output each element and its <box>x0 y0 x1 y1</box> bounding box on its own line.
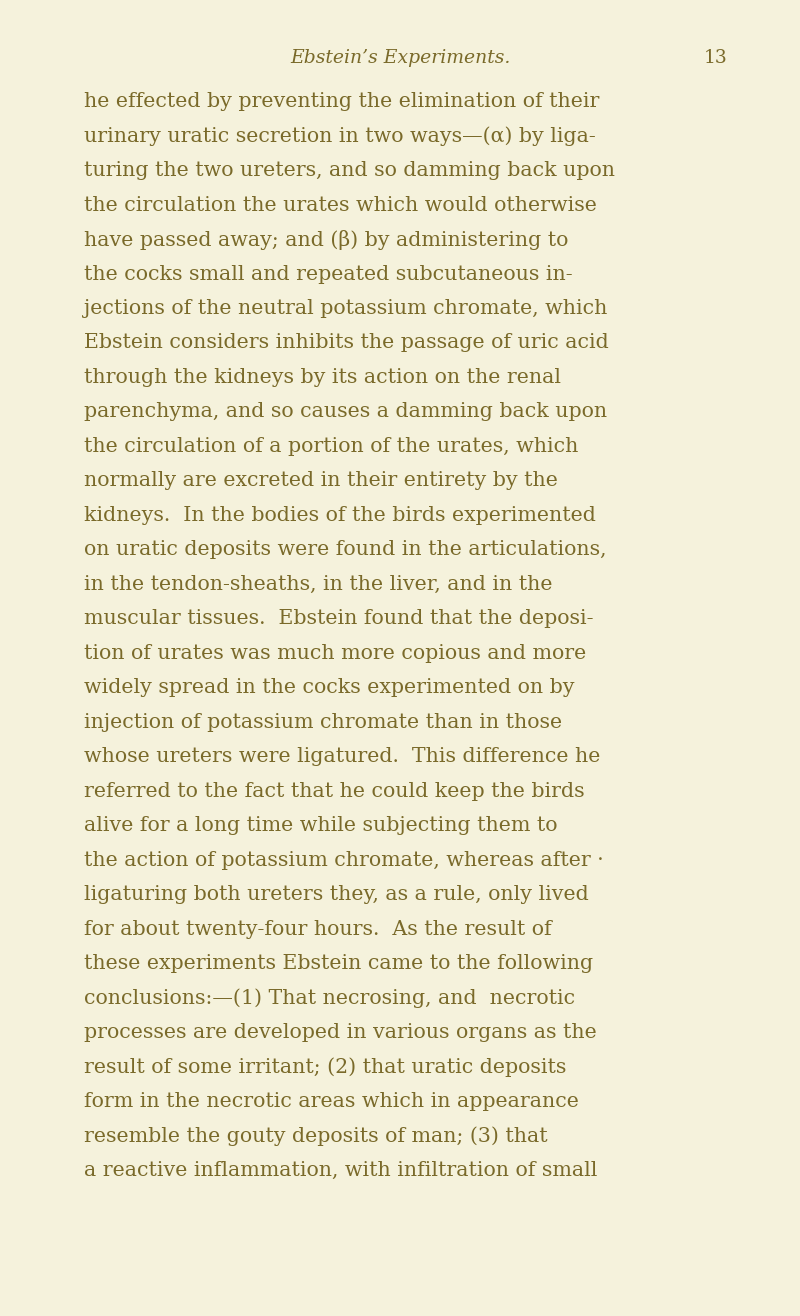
Text: turing the two ureters, and so damming back upon: turing the two ureters, and so damming b… <box>84 161 615 180</box>
Text: for about twenty-four hours.  As the result of: for about twenty-four hours. As the resu… <box>84 920 552 938</box>
Text: normally are excreted in their entirety by the: normally are excreted in their entirety … <box>84 471 558 491</box>
Text: referred to the fact that he could keep the birds: referred to the fact that he could keep … <box>84 782 585 800</box>
Text: through the kidneys by its action on the renal: through the kidneys by its action on the… <box>84 368 561 387</box>
Text: Ebstein’s Experiments.: Ebstein’s Experiments. <box>290 49 510 67</box>
Text: injection of potassium chromate than in those: injection of potassium chromate than in … <box>84 713 562 732</box>
Text: widely spread in the cocks experimented on by: widely spread in the cocks experimented … <box>84 678 574 697</box>
Text: processes are developed in various organs as the: processes are developed in various organ… <box>84 1023 597 1042</box>
Text: whose ureters were ligatured.  This difference he: whose ureters were ligatured. This diffe… <box>84 747 600 766</box>
Text: these experiments Ebstein came to the following: these experiments Ebstein came to the fo… <box>84 954 593 973</box>
Text: alive for a long time while subjecting them to: alive for a long time while subjecting t… <box>84 816 558 836</box>
Text: form in the necrotic areas which in appearance: form in the necrotic areas which in appe… <box>84 1092 579 1111</box>
Text: urinary uratic secretion in two ways—(α) by liga-: urinary uratic secretion in two ways—(α)… <box>84 126 596 146</box>
Text: the circulation of a portion of the urates, which: the circulation of a portion of the urat… <box>84 437 578 455</box>
Text: conclusions:—(1) That necrosing, and  necrotic: conclusions:—(1) That necrosing, and nec… <box>84 988 575 1008</box>
Text: result of some irritant; (2) that uratic deposits: result of some irritant; (2) that uratic… <box>84 1058 566 1078</box>
Text: the action of potassium chromate, whereas after ·: the action of potassium chromate, wherea… <box>84 850 604 870</box>
Text: muscular tissues.  Ebstein found that the deposi-: muscular tissues. Ebstein found that the… <box>84 609 594 628</box>
Text: resemble the gouty deposits of man; (3) that: resemble the gouty deposits of man; (3) … <box>84 1126 548 1146</box>
Text: in the tendon-sheaths, in the liver, and in the: in the tendon-sheaths, in the liver, and… <box>84 575 553 594</box>
Text: a reactive inflammation, with infiltration of small: a reactive inflammation, with infiltrati… <box>84 1161 598 1180</box>
Text: the circulation the urates which would otherwise: the circulation the urates which would o… <box>84 196 597 215</box>
Text: kidneys.  In the bodies of the birds experimented: kidneys. In the bodies of the birds expe… <box>84 505 596 525</box>
Text: jections of the neutral potassium chromate, which: jections of the neutral potassium chroma… <box>84 299 607 318</box>
Text: ligaturing both ureters they, as a rule, only lived: ligaturing both ureters they, as a rule,… <box>84 886 589 904</box>
Text: on uratic deposits were found in the articulations,: on uratic deposits were found in the art… <box>84 541 606 559</box>
Text: parenchyma, and so causes a damming back upon: parenchyma, and so causes a damming back… <box>84 403 607 421</box>
Text: tion of urates was much more copious and more: tion of urates was much more copious and… <box>84 644 586 663</box>
Text: 13: 13 <box>704 49 728 67</box>
Text: have passed away; and (β) by administering to: have passed away; and (β) by administeri… <box>84 230 568 250</box>
Text: Ebstein considers inhibits the passage of uric acid: Ebstein considers inhibits the passage o… <box>84 333 609 353</box>
Text: he effected by preventing the elimination of their: he effected by preventing the eliminatio… <box>84 92 599 111</box>
Text: the cocks small and repeated subcutaneous in-: the cocks small and repeated subcutaneou… <box>84 265 573 283</box>
